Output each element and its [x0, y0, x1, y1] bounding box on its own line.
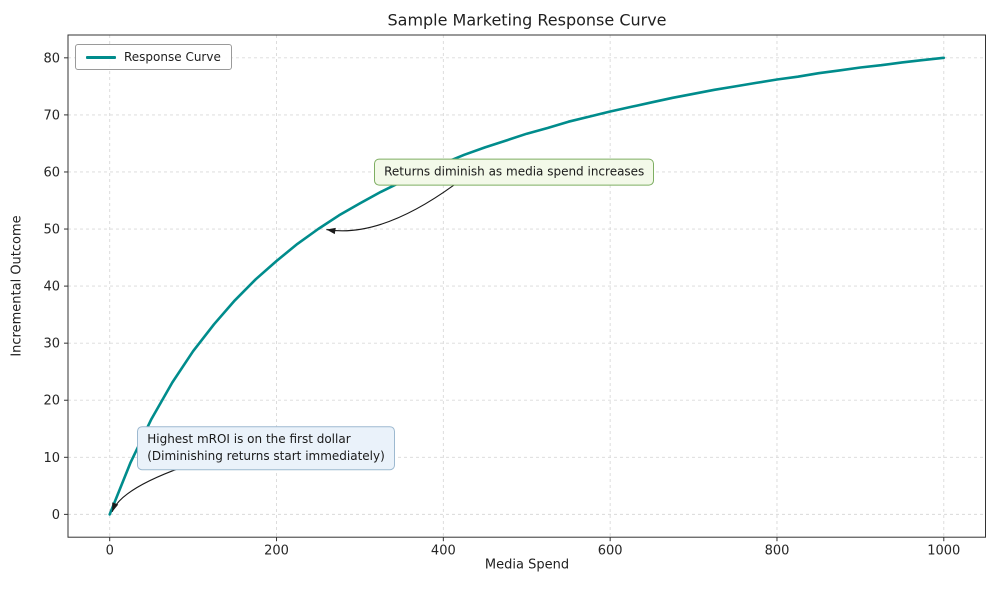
annotation-arrowhead [326, 227, 336, 235]
legend-line-icon [86, 55, 116, 59]
x-tick-label: 800 [765, 544, 790, 559]
x-tick-label: 400 [431, 544, 456, 559]
response-curve-line [108, 56, 946, 516]
y-tick-label: 40 [43, 280, 60, 295]
y-tick-label: 30 [43, 337, 60, 352]
legend: Response Curve [75, 44, 232, 70]
y-tick-label: 50 [43, 223, 60, 238]
annotation-diminishing-returns: Returns diminish as media spend increase… [374, 158, 655, 186]
annotation-arrow [111, 466, 183, 513]
y-tick-label: 70 [43, 108, 60, 123]
x-tick-label: 600 [598, 544, 623, 559]
x-tick-label: 200 [264, 544, 289, 559]
annotation-highest-mroi: Highest mROI is on the first dollar (Dim… [137, 426, 395, 470]
chart-title: Sample Marketing Response Curve [387, 10, 667, 30]
x-axis-label: Media Spend [484, 557, 570, 573]
y-tick-label: 80 [43, 51, 60, 66]
annotation-arrowhead [112, 502, 119, 512]
x-tick-label: 0 [106, 544, 114, 559]
y-tick-label: 60 [43, 165, 60, 180]
x-tick-label: 1000 [927, 544, 960, 559]
y-tick-label: 10 [43, 451, 60, 466]
y-tick-label: 20 [43, 394, 60, 409]
y-tick-label: 0 [52, 508, 60, 523]
annotation-arrow [326, 184, 455, 232]
y-axis-label: Incremental Outcome [9, 215, 25, 357]
legend-label: Response Curve [124, 50, 221, 64]
